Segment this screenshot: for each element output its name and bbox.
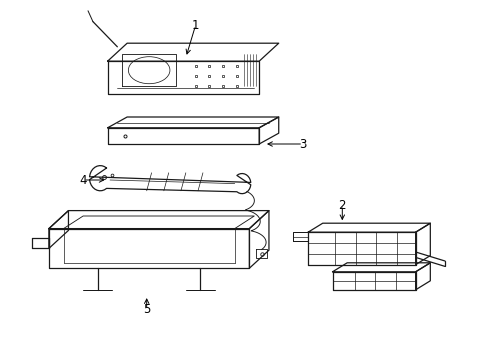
Text: 2: 2 [338, 199, 346, 212]
Text: 3: 3 [299, 138, 306, 150]
Text: 1: 1 [191, 19, 199, 32]
Text: 4: 4 [79, 174, 87, 186]
Text: 5: 5 [142, 303, 150, 316]
